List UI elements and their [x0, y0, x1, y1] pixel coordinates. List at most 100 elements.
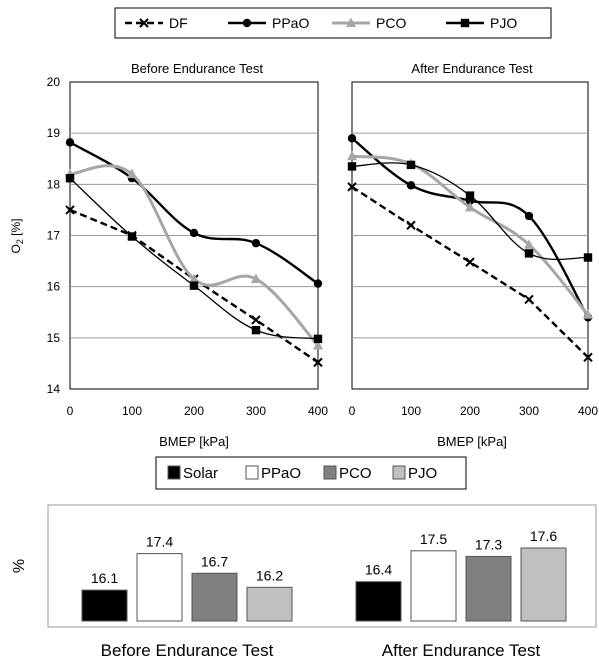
bar-data-label: 17.5 [420, 531, 447, 547]
point-ppao-after [347, 134, 357, 143]
bar-legend-swatch-ppao [245, 465, 259, 480]
legend-label-df: DF [169, 15, 188, 31]
point-pjo-after [406, 160, 416, 170]
y-axis-label: O2 [%] [9, 218, 25, 253]
point-df-before [313, 357, 323, 368]
x-tick-label: 0 [67, 404, 74, 418]
bar-plot-area [47, 504, 597, 628]
y-tick-label: 14 [47, 382, 61, 396]
point-ppao-before [251, 238, 261, 248]
bar-legend-item-pjo: PJO [392, 465, 437, 482]
y-tick-label: 19 [47, 126, 61, 140]
point-df-after [406, 220, 416, 230]
bar-category-label: Before Endurance Test [101, 641, 274, 660]
point-df-after [347, 182, 357, 192]
point-pco-before [189, 273, 199, 283]
point-df-after [524, 294, 534, 305]
y-tick-label: 16 [47, 280, 61, 294]
chart-title-before: Before Endurance Test [131, 61, 263, 76]
legend-item-df: DF [125, 15, 188, 31]
bar-data-label: 16.2 [256, 567, 283, 583]
y-tick-label: 15 [47, 331, 61, 345]
y-tick-label: 20 [47, 75, 61, 89]
point-pco-before [127, 168, 137, 179]
bar-data-label: 17.3 [475, 536, 502, 552]
bar-data-label: 16.1 [91, 570, 118, 586]
x-axis-label-before: BMEP [kPa] [159, 434, 229, 449]
bar-legend-label-pco: PCO [339, 465, 372, 482]
bar-legend-swatch-pjo [392, 465, 406, 480]
point-ppao-before [65, 138, 75, 147]
line-chart-after: After Endurance Test 0 100 200 300 400 BMEP … [347, 61, 598, 449]
legend-item-ppao: PPaO [228, 15, 309, 31]
y-tick-label: 17 [47, 229, 61, 243]
bar-data-label: 16.4 [365, 562, 392, 578]
point-pco-before [251, 273, 261, 283]
bar-data-label: 17.6 [530, 528, 557, 544]
point-pjo-before [251, 325, 261, 335]
point-pjo-after [583, 253, 593, 262]
bar-solar-before [81, 589, 128, 622]
point-df-before [65, 205, 75, 215]
point-pjo-after [465, 191, 475, 200]
x-axis-label-after: BMEP [kPa] [437, 434, 507, 449]
x-tick-label: 200 [460, 404, 480, 418]
legend-marker-ppao [242, 18, 252, 28]
bar-category-label: After Endurance Test [382, 641, 541, 660]
bar-legend: Solar PPaO PCO PJO [155, 456, 467, 490]
bar-data-label: 17.4 [146, 534, 173, 550]
point-df-after [465, 257, 475, 267]
y-tick-label: 18 [47, 177, 61, 191]
point-ppao-before [189, 228, 199, 238]
legend-label-pjo: PJO [490, 15, 517, 31]
bar-y-axis-label: % [11, 559, 28, 573]
x-tick-label: 0 [349, 404, 356, 418]
legend-marker-pjo [460, 18, 470, 28]
point-pco-after [524, 239, 534, 249]
point-ppao-before [313, 279, 323, 288]
point-df-after [583, 352, 593, 362]
x-tick-label: 100 [401, 404, 421, 418]
line-chart-before: Before Endurance Test 14 15 16 17 18 19 20 0 10… [9, 61, 328, 449]
series-line-df-after [351, 185, 589, 359]
bar-solar-after [355, 581, 402, 622]
x-tick-label: 400 [578, 404, 598, 418]
bar-legend-item-solar: Solar [167, 465, 218, 482]
point-ppao-after [524, 211, 534, 221]
legend-item-pjo: PJO [446, 15, 517, 31]
point-pjo-before [313, 334, 323, 344]
point-df-before [251, 315, 261, 325]
line-legend: DF PPaO PCO PJO [114, 7, 552, 39]
point-ppao-after [406, 181, 416, 190]
point-pjo-before [127, 232, 137, 241]
point-pjo-after [524, 249, 534, 258]
legend-marker-pco [346, 17, 356, 27]
point-pjo-before [65, 173, 75, 183]
x-tick-label: 100 [122, 404, 142, 418]
legend-label-pco: PCO [376, 15, 406, 31]
bar-legend-item-pco: PCO [323, 465, 372, 482]
x-tick-label: 300 [519, 404, 539, 418]
bar-chart: % 16.1 17.4 16.7 16.2 16.4 17.5 17.3 17.6 Befor… [11, 504, 597, 660]
bar-ppao-after [410, 550, 457, 622]
bar-legend-label-solar: Solar [183, 465, 218, 482]
bar-legend-swatch-pco [323, 465, 337, 480]
bar-legend-swatch-solar [167, 465, 181, 480]
bar-legend-item-ppao: PPaO [245, 465, 301, 482]
bar-pjo-before [246, 586, 293, 622]
point-pco-after [347, 150, 357, 161]
chart-title-after: After Endurance Test [411, 61, 533, 76]
x-tick-label: 300 [246, 404, 266, 418]
legend-label-ppao: PPaO [272, 15, 309, 31]
point-pco-after [465, 201, 475, 212]
legend-marker-df [139, 18, 149, 28]
point-pco-before [313, 340, 323, 350]
bar-data-label: 16.7 [201, 553, 228, 569]
point-pco-after [583, 309, 593, 319]
bar-legend-label-ppao: PPaO [261, 465, 301, 482]
point-pjo-before [189, 281, 199, 290]
bar-pco-after [465, 555, 512, 622]
series-line-df-before [69, 208, 319, 364]
x-tick-label: 200 [184, 404, 204, 418]
